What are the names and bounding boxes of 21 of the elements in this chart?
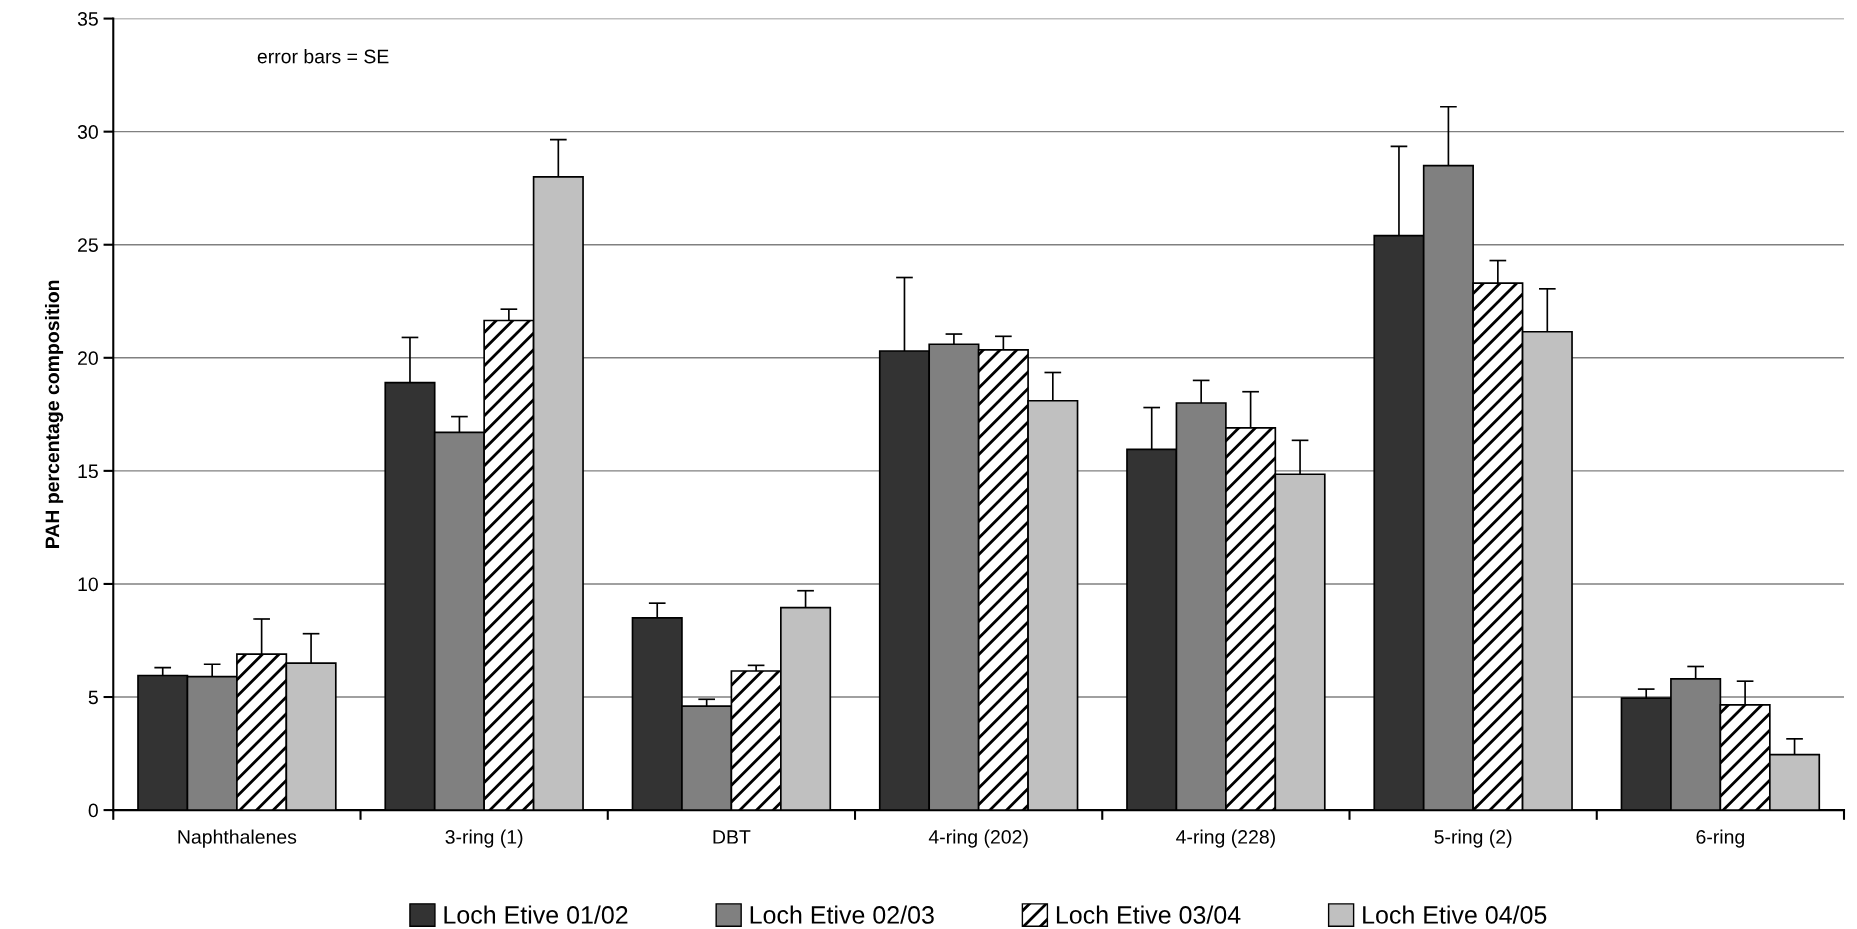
- annotation: error bars = SE: [257, 49, 389, 64]
- x-tick-label: 3-ring (1): [445, 829, 523, 848]
- legend-label: Loch Etive 02/03: [750, 905, 934, 924]
- legend-label: Loch Etive 04/05: [1363, 905, 1547, 924]
- y-tick-label: 10: [78, 577, 98, 592]
- y-axis-title: PAH percentage composition: [44, 280, 64, 548]
- x-tick-label: 4-ring (228): [1176, 829, 1275, 848]
- x-tick-label: 4-ring (202): [928, 829, 1028, 848]
- y-tick-label: 30: [77, 125, 98, 139]
- legend-label: Loch Etive 03/04: [1056, 905, 1241, 924]
- y-tick-label: 20: [78, 351, 98, 366]
- x-tick-label: DBT: [713, 830, 751, 844]
- legend-label: Loch Etive 01/02: [444, 905, 628, 924]
- x-tick-label: Naphthalenes: [178, 829, 297, 848]
- x-tick-label: 5-ring (2): [1434, 829, 1512, 848]
- y-tick-label: 25: [78, 238, 98, 252]
- x-tick-label: 6-ring: [1696, 829, 1744, 848]
- y-tick-label: 15: [78, 464, 98, 479]
- y-tick-label: 5: [88, 690, 98, 705]
- y-tick-label: 0: [88, 803, 98, 818]
- y-tick-label: 35: [77, 12, 98, 26]
